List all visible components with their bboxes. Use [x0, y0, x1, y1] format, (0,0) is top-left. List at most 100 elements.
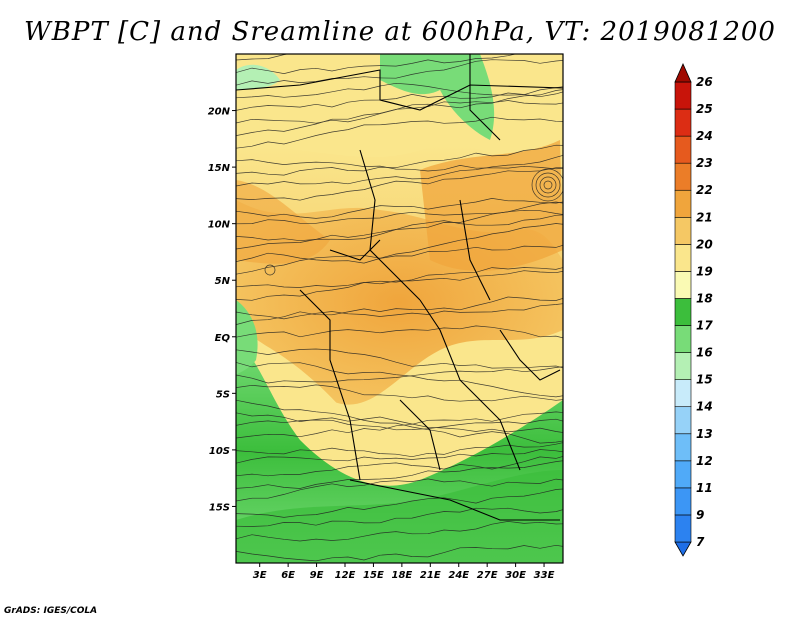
streamlines	[236, 54, 563, 562]
streamline	[236, 155, 563, 187]
country-borders	[236, 54, 563, 521]
colorbar-swatch	[674, 379, 692, 408]
colorbar-swatch	[674, 487, 692, 516]
x-tick-label: 3E	[253, 570, 267, 581]
colorbar-swatch	[674, 135, 692, 164]
colorbar-swatch	[674, 325, 692, 353]
colorbar-swatch	[674, 244, 692, 272]
streamline-vortex	[531, 168, 563, 202]
colorbar-swatch	[674, 460, 692, 489]
field-south-dark-green	[236, 470, 563, 563]
streamline	[236, 384, 563, 402]
streamline	[236, 267, 563, 301]
colorbar-swatch	[674, 81, 692, 110]
streamline	[236, 442, 563, 458]
colorbar-label: 24	[696, 129, 713, 143]
streamline	[236, 488, 563, 518]
x-tick-label: 27E	[477, 570, 498, 581]
colorbar-label: 25	[696, 102, 713, 116]
colorbar-label: 15	[696, 373, 713, 387]
x-tick-label: 9E	[310, 570, 324, 581]
x-tick-label: 33E	[534, 570, 555, 581]
streamline	[236, 455, 563, 477]
colorbar-swatch	[674, 298, 692, 326]
streamline	[236, 201, 563, 225]
y-tick-label: 5S	[216, 389, 230, 400]
colorbar-swatch	[674, 108, 692, 137]
colorbar-label: 20	[696, 237, 713, 251]
colorbar-swatch	[674, 514, 692, 543]
x-axis: 3E 6E 9E 12E 15E 18E 21E 24E 27E 30E 33E	[253, 563, 555, 581]
streamline	[236, 412, 563, 433]
streamline	[236, 198, 563, 219]
streamline	[236, 460, 563, 489]
streamline	[236, 449, 563, 464]
streamline	[236, 303, 563, 320]
streamline	[236, 296, 563, 325]
colorbar-label: 11	[696, 481, 713, 495]
field-eastern-core	[420, 140, 563, 271]
colorbar-label: 16	[696, 346, 713, 360]
colorbar-swatch	[674, 271, 692, 299]
streamline-vortex	[535, 172, 561, 198]
streamline	[236, 521, 563, 542]
colorbar-swatch	[674, 433, 692, 462]
y-tick-label: 15N	[208, 163, 231, 174]
streamline	[236, 116, 563, 149]
streamline	[236, 544, 563, 562]
streamline	[236, 209, 563, 250]
field-west-core	[236, 180, 330, 264]
colorbar: 7 9 11 12 13 14 15 16 17 18 19 20 21 22 23 24 25 26	[674, 63, 713, 557]
colorbar-label: 9	[696, 508, 704, 522]
streamline	[236, 144, 563, 176]
y-tick-label: EQ	[215, 333, 231, 344]
colorbar-label: 7	[696, 535, 705, 549]
colorbar-label: 21	[696, 210, 713, 224]
y-tick-label: 10S	[209, 446, 230, 457]
streamline	[236, 59, 563, 86]
x-tick-label: 30E	[505, 570, 526, 581]
colorbar-label: 12	[696, 454, 713, 468]
streamline-vortex	[539, 176, 557, 194]
x-tick-label: 18E	[391, 570, 412, 581]
streamline	[236, 91, 563, 111]
streamline	[236, 348, 563, 369]
y-tick-label: 15S	[209, 502, 230, 513]
x-tick-label: 24E	[448, 570, 469, 581]
colorbar-upper-triangle	[674, 63, 692, 83]
streamline-vortex	[264, 264, 276, 276]
streamline	[236, 507, 563, 527]
streamline	[236, 89, 563, 124]
colorbar-swatch	[674, 216, 692, 245]
streamline	[236, 244, 563, 264]
streamline	[236, 214, 563, 242]
streamline	[236, 100, 563, 136]
colorbar-label: 18	[696, 291, 713, 305]
y-tick-label: 10N	[208, 220, 231, 231]
streamline	[236, 82, 563, 99]
streamline	[236, 325, 563, 339]
field-mid-south	[236, 330, 563, 474]
streamline	[236, 418, 563, 431]
x-tick-label: 6E	[281, 570, 295, 581]
streamline	[236, 362, 563, 398]
colorbar-label: 14	[696, 400, 713, 414]
chart-title: WBPT [C] and Sreamline at 600hPa, VT: 20…	[24, 17, 776, 47]
streamline	[236, 54, 518, 74]
streamline	[236, 366, 563, 384]
colorbar-swatch	[674, 189, 692, 218]
streamline	[236, 159, 563, 172]
y-axis: 20N 15N 10N 5N EQ 5S 10S 15S	[208, 107, 236, 513]
plot-frame	[235, 53, 564, 564]
colorbar-label: 19	[696, 264, 713, 278]
colorbar-label: 23	[696, 156, 713, 170]
colorbar-swatch	[674, 162, 692, 191]
colorbar-lower-triangle	[674, 541, 692, 557]
wbpt-field	[236, 54, 563, 563]
x-tick-label: 12E	[335, 570, 356, 581]
streamline	[236, 411, 563, 439]
streamline	[236, 478, 563, 502]
y-tick-label: 20N	[208, 107, 231, 118]
field-west-coast-green	[236, 300, 258, 375]
